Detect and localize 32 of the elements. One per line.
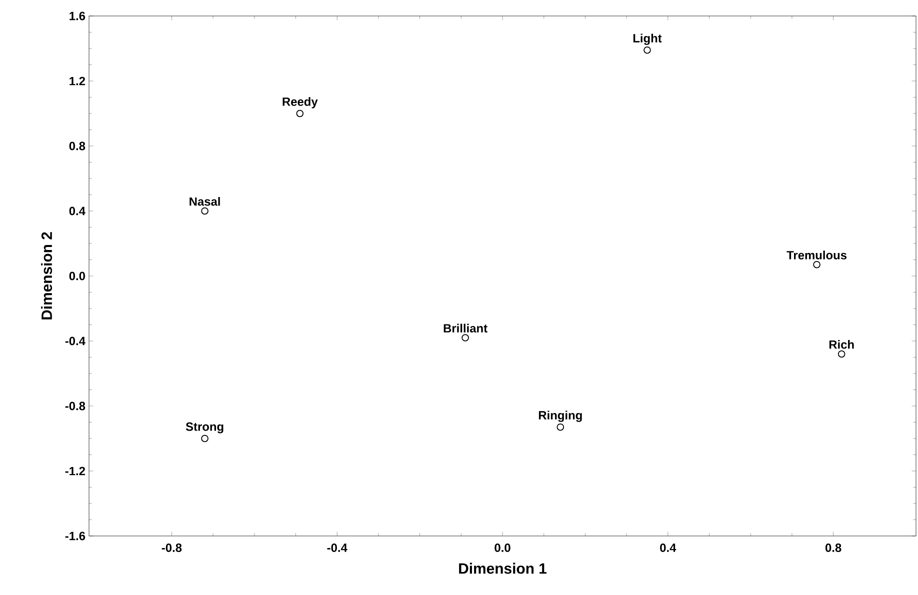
y-tick-label: -0.4: [65, 336, 86, 346]
x-tick-label: -0.4: [327, 544, 348, 552]
point: [838, 350, 846, 358]
annotation: Brilliant: [444, 324, 488, 333]
point: [296, 110, 304, 118]
point: [462, 334, 469, 342]
annotation: Nasal: [190, 197, 220, 206]
point: [201, 434, 208, 442]
annotation: Strong: [186, 422, 224, 434]
y-tick-label: 1.6: [70, 12, 86, 20]
y-tick-label: 0.8: [69, 142, 86, 150]
x-tick-label: 0.8: [825, 544, 842, 552]
y-tick-label: -0.8: [65, 402, 86, 410]
x-tick-label: 0.0: [494, 544, 510, 552]
y-axis-title: Dimension 2: [41, 232, 52, 320]
y-tick-label: -1.6: [65, 532, 86, 540]
annotation: Light: [633, 34, 662, 45]
y-tick-label: 0.0: [69, 272, 85, 280]
point: [813, 260, 820, 268]
annotation: Reedy: [282, 97, 318, 108]
point: [201, 207, 208, 215]
point: [644, 46, 651, 54]
x-tick-label: -0.8: [162, 544, 182, 552]
y-tick-label: -1.2: [65, 466, 86, 476]
annotation: Tremulous: [786, 250, 847, 260]
annotation: Ringing: [538, 410, 582, 422]
y-tick-label: 1.2: [70, 76, 86, 86]
point: [556, 423, 564, 431]
y-tick-label: 0.4: [69, 206, 86, 216]
x-tick-label: 0.4: [660, 544, 676, 552]
annotation: Rich: [829, 340, 854, 349]
x-axis-title: Dimension 1: [459, 562, 547, 574]
